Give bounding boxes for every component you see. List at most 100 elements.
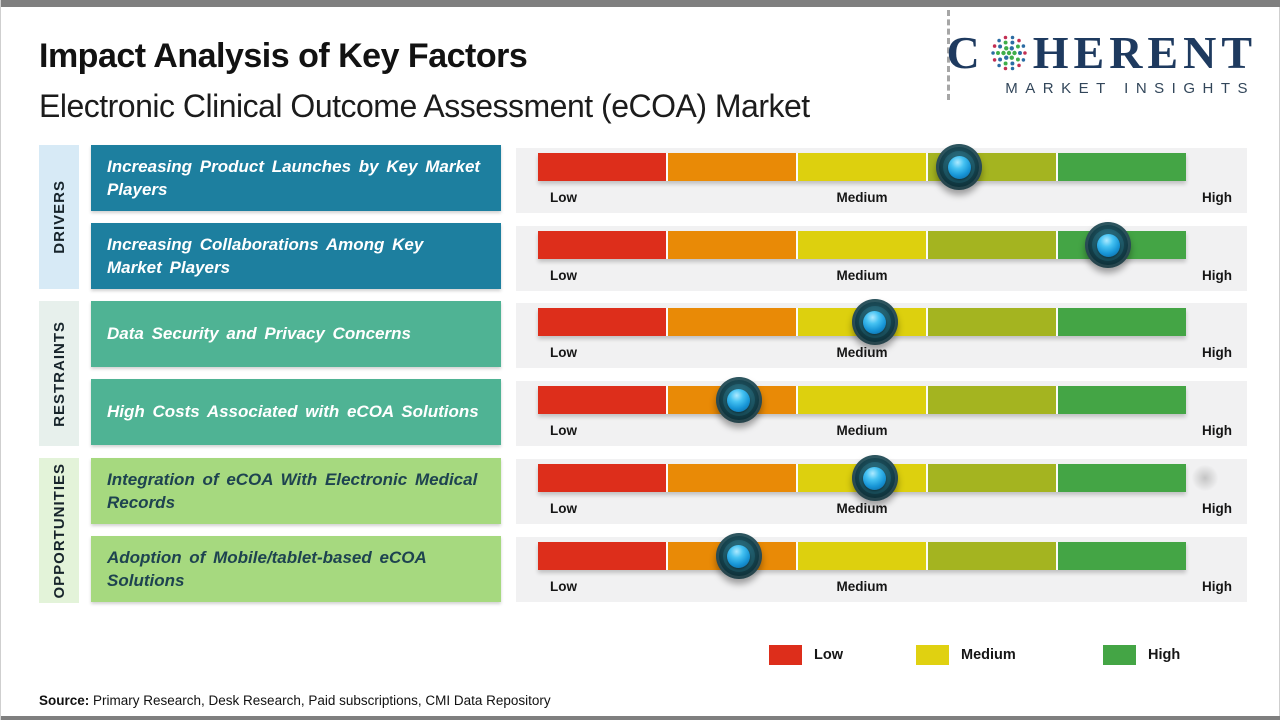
- impact-bar-row-2: Low Medium High: [516, 222, 1247, 291]
- factor-box-driver-2: Increasing Collaborations Among Key Mark…: [91, 223, 501, 289]
- legend-item-high: High: [1103, 644, 1180, 666]
- scale-label-high: High: [1202, 268, 1232, 283]
- scale-segment-medium-high: [928, 386, 1056, 414]
- impact-marker-core: [863, 466, 887, 490]
- brand-letter-c: C: [946, 27, 985, 78]
- scale-segment-medium: [798, 542, 926, 570]
- group-strip-restraints: RESTRAINTS: [39, 301, 79, 446]
- legend-label-medium: Medium: [961, 647, 1016, 663]
- page-subtitle: Electronic Clinical Outcome Assessment (…: [39, 88, 810, 124]
- brand-tagline: MARKET INSIGHTS: [1005, 80, 1255, 97]
- scale-segment-medium-high: [928, 308, 1056, 336]
- legend-swatch-high: [1103, 645, 1136, 665]
- scale-label-high: High: [1202, 423, 1232, 438]
- scale-segment-high: [1058, 542, 1186, 570]
- scale-labels: Low Medium High: [538, 345, 1232, 361]
- factor-label: Integration of eCOA With Electronic Medi…: [107, 469, 478, 512]
- legend-label-high: High: [1148, 647, 1181, 663]
- impact-marker-core: [863, 310, 887, 334]
- factor-box-restraint-2: High Costs Associated with eCOA Solution…: [91, 379, 501, 445]
- scale-segment-low: [538, 386, 666, 414]
- scale-label-low: Low: [550, 268, 577, 283]
- scale-label-high: High: [1202, 345, 1232, 360]
- impact-marker-core: [727, 544, 751, 568]
- impact-marker: [936, 144, 983, 190]
- factor-label: High Costs Associated with eCOA Solution…: [107, 402, 479, 422]
- group-label-drivers: DRIVERS: [50, 180, 68, 254]
- legend-swatch-medium: [916, 645, 949, 665]
- impact-marker: [715, 533, 762, 579]
- impact-scale-track: [538, 533, 1186, 579]
- scale-label-medium: Medium: [836, 423, 888, 438]
- top-border: [1, 0, 1280, 7]
- shadow-artifact: [1191, 465, 1219, 491]
- scale-label-low: Low: [550, 579, 577, 594]
- scale-segment-low-medium: [668, 231, 796, 259]
- brand-wordmark: C HERENT: [947, 30, 1258, 76]
- scale-label-medium: Medium: [836, 579, 888, 594]
- scale-labels: Low Medium High: [538, 190, 1232, 206]
- impact-marker-core: [947, 155, 971, 179]
- scale-label-high: High: [1202, 579, 1232, 594]
- scale-label-medium: Medium: [836, 268, 888, 283]
- scale-segment-medium: [798, 386, 926, 414]
- source-line: Source: Primary Research, Desk Research,…: [39, 693, 551, 708]
- scale-segment-high: [1058, 308, 1186, 336]
- impact-scale-track: [538, 222, 1186, 268]
- page-title: Impact Analysis of Key Factors: [39, 37, 528, 75]
- scale-label-low: Low: [550, 501, 577, 516]
- scale-label-medium: Medium: [836, 501, 888, 516]
- impact-marker: [1085, 222, 1132, 268]
- factor-box-opportunity-2: Adoption of Mobile/tablet-based eCOA Sol…: [91, 536, 501, 602]
- impact-scale-track: [538, 377, 1186, 423]
- factor-box-restraint-1: Data Security and Privacy Concerns: [91, 301, 501, 367]
- impact-marker: [851, 455, 898, 501]
- impact-marker-core: [1096, 233, 1120, 257]
- scale-label-low: Low: [550, 345, 577, 360]
- scale-segment-low: [538, 231, 666, 259]
- scale-segment-low: [538, 464, 666, 492]
- logo-globe-icon: [991, 35, 1027, 71]
- scale-segment-low: [538, 542, 666, 570]
- impact-scale-track: [538, 455, 1186, 501]
- impact-bar-row-5: Low Medium High: [516, 455, 1247, 524]
- impact-bar-row-1: Low Medium High: [516, 144, 1247, 213]
- header-dashed-divider: [947, 10, 950, 100]
- impact-marker: [851, 299, 898, 345]
- legend-label-low: Low: [814, 647, 843, 663]
- brand-letters-rest: HERENT: [1032, 27, 1257, 78]
- impact-scale-track: [538, 144, 1186, 190]
- impact-bar-row-4: Low Medium High: [516, 377, 1247, 446]
- group-strip-opportunities: OPPORTUNITIES: [39, 458, 79, 603]
- scale-segment-low: [538, 308, 666, 336]
- group-label-restraints: RESTRAINTS: [50, 320, 68, 427]
- impact-scale-track: [538, 299, 1186, 345]
- factor-label: Increasing Collaborations Among Key Mark…: [107, 234, 424, 277]
- scale-segment-low-medium: [668, 464, 796, 492]
- legend-swatch-low: [769, 645, 802, 665]
- scale-label-medium: Medium: [836, 190, 888, 205]
- scale-segment-low-medium: [668, 308, 796, 336]
- factor-box-opportunity-1: Integration of eCOA With Electronic Medi…: [91, 458, 501, 524]
- scale-segment-medium-high: [928, 231, 1056, 259]
- scale-segment-low-medium: [668, 153, 796, 181]
- source-prefix: Source:: [39, 693, 90, 708]
- factor-label: Adoption of Mobile/tablet-based eCOA Sol…: [107, 547, 427, 590]
- scale-segment-medium: [798, 231, 926, 259]
- impact-bar-row-6: Low Medium High: [516, 533, 1247, 602]
- scale-label-low: Low: [550, 190, 577, 205]
- legend-item-medium: Medium: [916, 644, 1016, 666]
- scale-labels: Low Medium High: [538, 579, 1232, 595]
- factor-box-driver-1: Increasing Product Launches by Key Marke…: [91, 145, 501, 211]
- factor-label: Data Security and Privacy Concerns: [107, 324, 411, 344]
- scale-label-high: High: [1202, 190, 1232, 205]
- bottom-border: [1, 716, 1280, 720]
- scale-segment-medium-high: [928, 542, 1056, 570]
- scale-labels: Low Medium High: [538, 268, 1232, 284]
- source-text: Primary Research, Desk Research, Paid su…: [89, 693, 551, 708]
- impact-marker: [715, 377, 762, 423]
- impact-marker-core: [727, 388, 751, 412]
- scale-label-low: Low: [550, 423, 577, 438]
- scale-labels: Low Medium High: [538, 423, 1232, 439]
- group-strip-drivers: DRIVERS: [39, 145, 79, 289]
